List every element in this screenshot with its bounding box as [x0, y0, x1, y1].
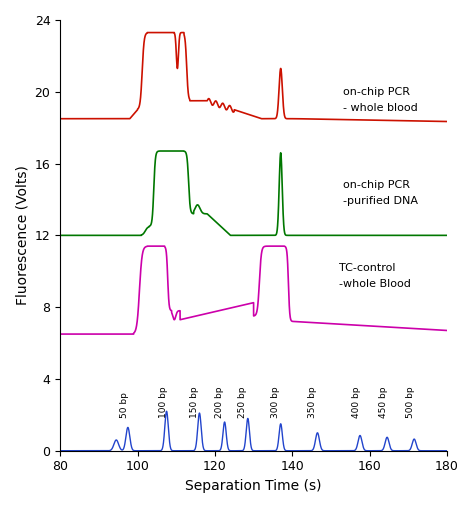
Text: 100 bp: 100 bp [159, 386, 168, 418]
Y-axis label: Fluorescence (Volts): Fluorescence (Volts) [15, 166, 29, 305]
Text: 400 bp: 400 bp [352, 386, 361, 418]
Text: TC-control: TC-control [339, 263, 395, 273]
Text: 50 bp: 50 bp [120, 392, 129, 418]
Text: -purified DNA: -purified DNA [343, 196, 418, 206]
Text: 150 bp: 150 bp [190, 386, 199, 418]
Text: 500 bp: 500 bp [406, 386, 415, 418]
Text: on-chip PCR: on-chip PCR [343, 87, 410, 97]
Text: 350 bp: 350 bp [308, 386, 317, 418]
Text: 300 bp: 300 bp [271, 386, 280, 418]
Text: -whole Blood: -whole Blood [339, 279, 410, 289]
X-axis label: Separation Time (s): Separation Time (s) [185, 479, 322, 493]
Text: 200 bp: 200 bp [215, 386, 224, 418]
Text: on-chip PCR: on-chip PCR [343, 180, 410, 190]
Text: 250 bp: 250 bp [238, 386, 247, 418]
Text: - whole blood: - whole blood [343, 103, 417, 113]
Text: 450 bp: 450 bp [379, 386, 388, 418]
